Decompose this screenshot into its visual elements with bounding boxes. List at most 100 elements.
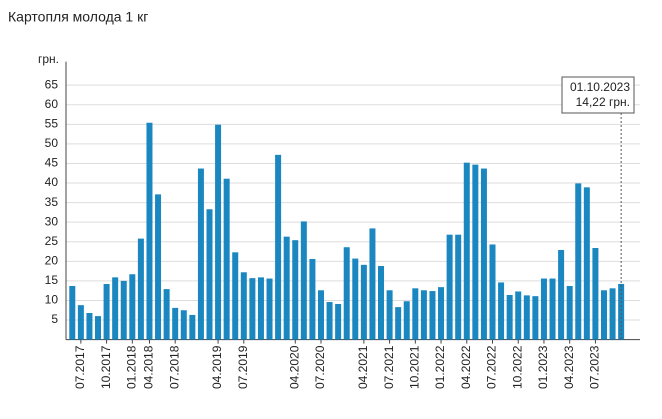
bar	[69, 285, 76, 340]
bar	[523, 295, 530, 340]
bar	[378, 266, 385, 340]
bar	[317, 290, 324, 340]
bar	[266, 278, 273, 340]
x-tick-label: 04.2019	[210, 345, 224, 389]
x-tick-label: 07.2017	[73, 345, 87, 389]
bar	[540, 278, 547, 340]
bar	[429, 291, 436, 340]
x-tick-label: 10.2021	[407, 345, 421, 389]
bar	[369, 228, 376, 340]
bar	[292, 240, 299, 340]
x-tick-label: 10.2017	[99, 345, 113, 389]
x-tick-label: 04.2018	[142, 345, 156, 389]
bar	[172, 307, 179, 340]
bar	[386, 290, 393, 340]
bar	[420, 290, 427, 340]
bar	[498, 282, 505, 340]
bar	[249, 278, 256, 340]
bar	[412, 288, 419, 340]
bar	[532, 296, 539, 340]
y-tick-label: 35	[45, 195, 59, 209]
bar	[206, 209, 213, 340]
y-tick-label: 50	[45, 136, 59, 150]
bar	[558, 249, 565, 340]
bar	[275, 154, 282, 340]
bar	[446, 234, 453, 340]
y-tick-label: 40	[45, 175, 59, 189]
bar	[112, 277, 119, 340]
bar	[343, 247, 350, 340]
bar	[240, 272, 247, 340]
bar	[146, 122, 153, 340]
bar	[352, 258, 359, 340]
y-tick-label: 10	[45, 293, 59, 307]
x-tick-label: 04.2021	[356, 345, 370, 389]
x-tick-label: 01.2022	[433, 345, 447, 389]
x-tick-label: 01.2018	[124, 345, 138, 389]
bar	[592, 248, 599, 340]
bar	[180, 310, 187, 340]
bar	[129, 274, 136, 340]
bar	[335, 303, 342, 340]
y-axis-label: грн.	[38, 52, 59, 66]
y-tick-label: 15	[45, 273, 59, 287]
x-tick-label: 07.2023	[588, 345, 602, 389]
bar	[403, 301, 410, 340]
bar	[515, 291, 522, 340]
chart-title: Картопля молода 1 кг	[8, 9, 148, 25]
bar	[309, 258, 316, 340]
x-tick-label: 10.2022	[510, 345, 524, 389]
x-tick-label: 04.2020	[287, 345, 301, 389]
x-tick-label: 01.2023	[536, 345, 550, 389]
bar	[197, 168, 204, 340]
annotation-text: 14,22 грн.	[576, 95, 630, 109]
bar	[155, 194, 162, 340]
bar	[360, 264, 367, 340]
x-tick-label: 07.2020	[313, 345, 327, 389]
bar	[163, 289, 170, 340]
bar	[300, 221, 307, 340]
bar	[583, 187, 590, 340]
x-tick-label: 07.2022	[485, 345, 499, 389]
bar	[455, 234, 462, 340]
bar	[506, 294, 513, 340]
bar	[283, 236, 290, 340]
bar	[86, 312, 93, 340]
bar	[326, 302, 333, 340]
bar	[77, 305, 84, 340]
bar	[575, 183, 582, 340]
bar	[95, 316, 102, 340]
bar	[549, 278, 556, 340]
y-tick-label: 30	[45, 214, 59, 228]
bar	[472, 164, 479, 340]
y-tick-label: 20	[45, 253, 59, 267]
y-tick-label: 65	[45, 77, 59, 91]
bar	[232, 252, 239, 340]
bar	[463, 162, 470, 340]
y-tick-label: 45	[45, 156, 59, 170]
bar	[480, 168, 487, 340]
bar	[215, 124, 222, 340]
bar	[137, 238, 144, 340]
bar	[223, 178, 230, 340]
y-tick-label: 5	[51, 312, 58, 326]
annotation-box	[561, 76, 635, 114]
x-tick-label: 07.2021	[382, 345, 396, 389]
y-tick-label: 25	[45, 234, 59, 248]
bar	[618, 283, 625, 340]
x-tick-label: 07.2019	[236, 345, 250, 389]
annotation-date: 01.10.2023	[570, 80, 630, 94]
bar	[609, 288, 616, 340]
bar	[257, 277, 264, 340]
bar	[103, 284, 110, 340]
bar	[395, 307, 402, 340]
x-tick-label: 07.2018	[167, 345, 181, 389]
y-tick-label: 60	[45, 97, 59, 111]
bar	[120, 280, 127, 340]
x-tick-label: 04.2022	[459, 345, 473, 389]
bar	[489, 244, 496, 340]
bar	[600, 290, 607, 340]
bar	[566, 285, 573, 340]
bar	[189, 314, 196, 340]
